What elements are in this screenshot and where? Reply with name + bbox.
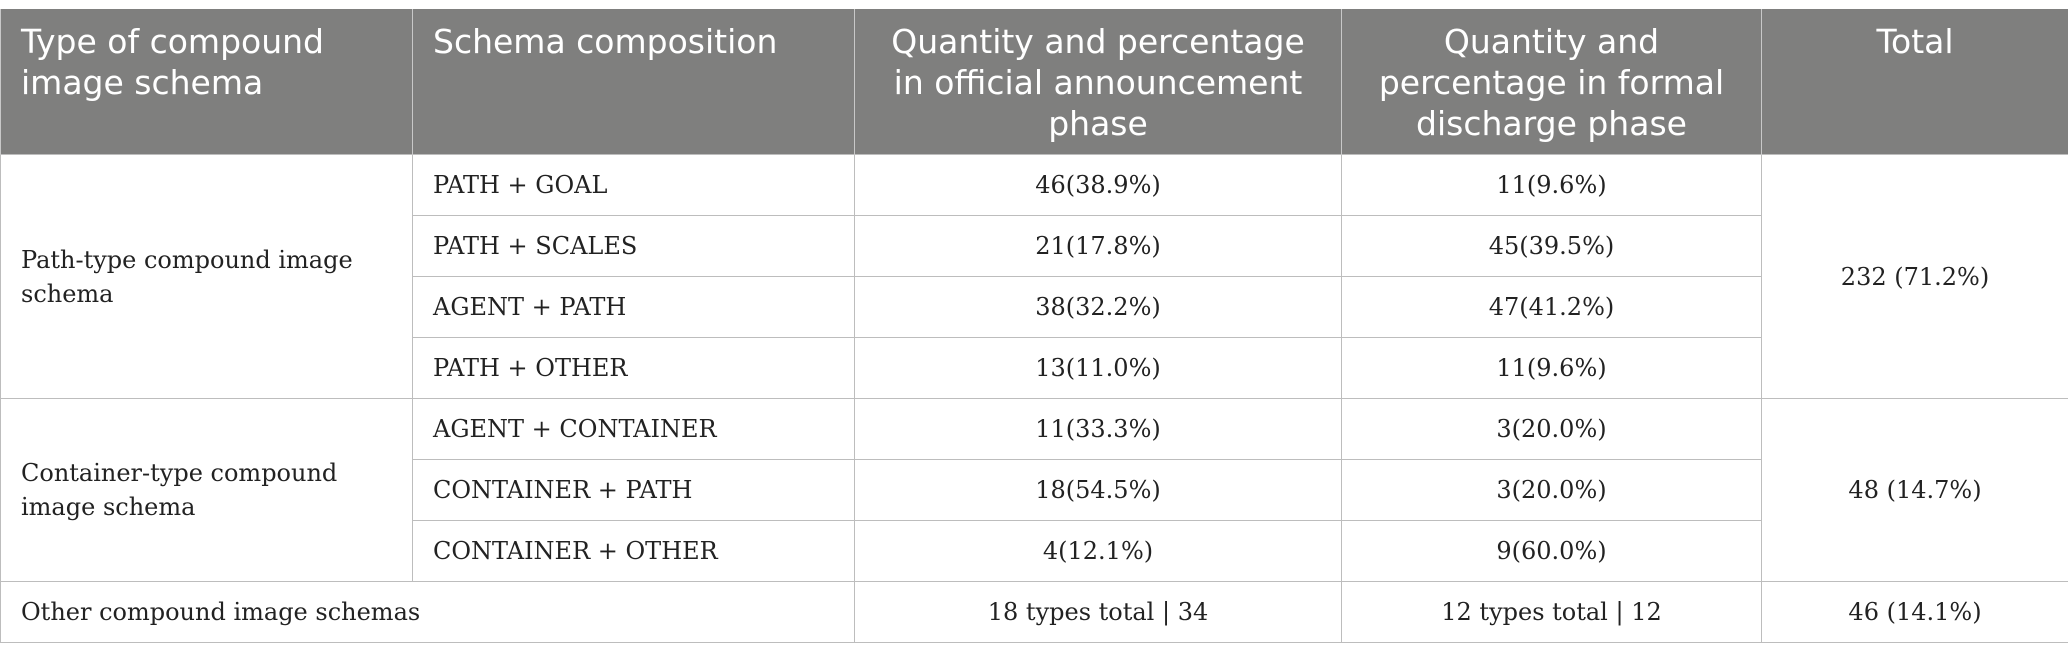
table-row: Path-type compound image schema PATH + G…: [0, 154, 2068, 399]
announcement-cell: 18(54.5%): [854, 459, 1342, 521]
announcement-cell: 11(33.3%): [854, 398, 1342, 460]
other-type-cell: Other compound image schemas: [0, 581, 855, 643]
table-row-other: Other compound image schemas 18 types to…: [0, 581, 2068, 643]
table-row: Container-type compound image schema AGE…: [0, 398, 2068, 582]
table-row: PATH + OTHER 13(11.0%) 11(9.6%): [1, 337, 2068, 399]
table-row: PATH + SCALES 21(17.8%) 45(39.5%): [1, 215, 2068, 277]
announcement-cell: 38(32.2%): [854, 276, 1342, 338]
discharge-cell: 3(20.0%): [1341, 398, 1762, 460]
discharge-cell: 47(41.2%): [1341, 276, 1762, 338]
other-announcement-cell: 18 types total | 34: [854, 581, 1342, 643]
discharge-cell: 11(9.6%): [1341, 154, 1762, 216]
discharge-cell: 11(9.6%): [1341, 337, 1762, 399]
group-total-cell: 48 (14.7%): [1761, 398, 2068, 582]
composition-cell: PATH + OTHER: [412, 337, 855, 399]
announcement-cell: 4(12.1%): [854, 520, 1342, 582]
other-discharge-cell: 12 types total | 12: [1341, 581, 1762, 643]
composition-cell: PATH + SCALES: [412, 215, 855, 277]
discharge-cell: 45(39.5%): [1341, 215, 1762, 277]
group-type-cell: Path-type compound image schema: [0, 154, 413, 399]
header-composition: Schema composition: [412, 9, 855, 155]
table-row: CONTAINER + PATH 18(54.5%) 3(20.0%): [1, 459, 2068, 521]
group-total-cell: 232 (71.2%): [1761, 154, 2068, 399]
composition-cell: CONTAINER + OTHER: [412, 520, 855, 582]
composition-cell: AGENT + PATH: [412, 276, 855, 338]
discharge-cell: 3(20.0%): [1341, 459, 1762, 521]
table-header-row: Type of compound image schema Schema com…: [0, 9, 2068, 155]
schema-table-container: Type of compound image schema Schema com…: [0, 9, 2068, 643]
announcement-cell: 13(11.0%): [854, 337, 1342, 399]
composition-cell: AGENT + CONTAINER: [412, 398, 855, 460]
header-announcement: Quantity and percentage in official anno…: [854, 9, 1342, 155]
header-discharge: Quantity and percentage in formal discha…: [1341, 9, 1762, 155]
composition-cell: PATH + GOAL: [412, 154, 855, 216]
group-type-cell: Container-type compound image schema: [0, 398, 413, 582]
header-total: Total: [1761, 9, 2068, 155]
announcement-cell: 21(17.8%): [854, 215, 1342, 277]
compound-image-schema-table: Type of compound image schema Schema com…: [0, 9, 2068, 643]
announcement-cell: 46(38.9%): [854, 154, 1342, 216]
discharge-cell: 9(60.0%): [1341, 520, 1762, 582]
table-row: CONTAINER + OTHER 4(12.1%) 9(60.0%): [1, 520, 2068, 582]
header-type: Type of compound image schema: [0, 9, 413, 155]
composition-cell: CONTAINER + PATH: [412, 459, 855, 521]
other-total-cell: 46 (14.1%): [1761, 581, 2068, 643]
